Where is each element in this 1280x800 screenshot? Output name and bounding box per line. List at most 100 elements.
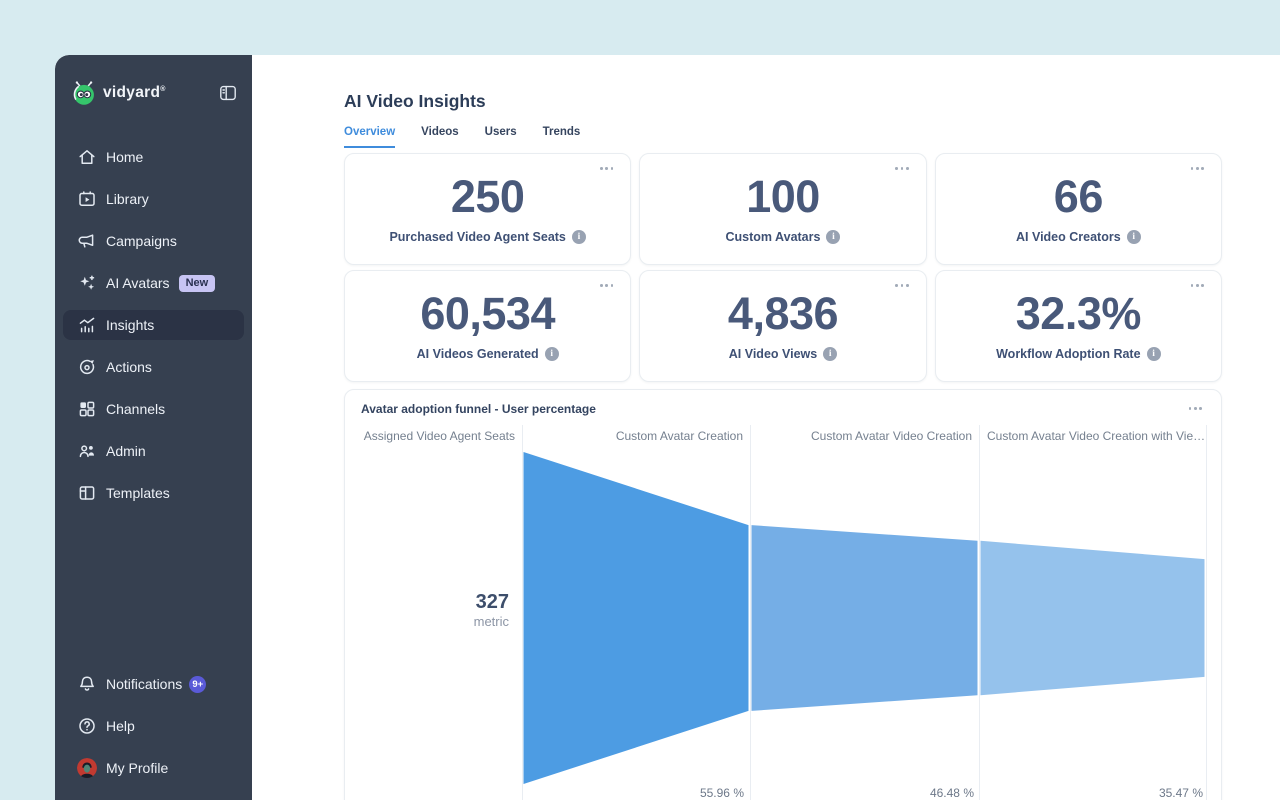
sidebar-item-actions[interactable]: Actions [63,352,244,382]
funnel-segment-2[interactable] [751,525,978,711]
info-icon[interactable]: i [823,347,838,361]
stat-value: 66 [1053,171,1104,222]
funnel-start-unit: metric [473,614,509,629]
sidebar-nav: Home Library Campaigns AI Avatars New [55,142,252,508]
vidyard-wordmark: vidyard® [103,84,166,101]
info-icon[interactable]: i [544,347,559,361]
tab-users[interactable]: Users [484,126,517,138]
funnel-start-metric: 327 metric [361,591,509,630]
info-icon[interactable]: i [571,230,586,244]
funnel-segment-1[interactable] [523,452,749,784]
bell-icon [77,674,97,694]
sidebar-item-label: Help [106,718,135,734]
library-icon [77,189,97,209]
stat-label: Custom Avatars [725,230,821,244]
sidebar-item-label: Channels [106,401,166,417]
stat-value: 250 [450,171,525,222]
channels-icon [77,399,97,419]
funnel-percent-label: 35.47 % [1158,786,1203,800]
sidebar-item-label: Insights [106,317,155,333]
sidebar-item-label: AI Avatars [106,275,170,291]
ai-avatars-icon [77,273,97,293]
collapse-sidebar-icon[interactable] [218,83,238,103]
sidebar-item-label: Home [106,149,144,165]
templates-icon [77,483,97,503]
sidebar-item-library[interactable]: Library [63,184,244,214]
column-divider [979,425,980,800]
funnel-stage-label: Custom Avatar Video Creation [811,429,972,443]
sidebar-header: vidyard® [55,78,252,108]
funnel-chart: Assigned Video Agent Seats Custom Avatar… [361,425,1207,800]
notification-count-badge: 9+ [189,675,207,693]
funnel-segment-3[interactable] [980,540,1205,696]
page-title: AI Video Insights [344,91,486,111]
stat-value: 4,836 [727,288,839,339]
sidebar-item-help[interactable]: Help [63,711,244,741]
sidebar: vidyard® Home Library [55,55,252,800]
vidyard-logo-icon [70,80,98,106]
funnel-stage-label: Custom Avatar Creation [615,429,743,443]
card-menu-icon[interactable] [1188,281,1207,290]
sidebar-item-home[interactable]: Home [63,142,244,172]
new-badge: New [178,274,216,292]
sidebar-item-campaigns[interactable]: Campaigns [63,226,244,256]
funnel-svg [523,452,1205,784]
sidebar-item-label: Campaigns [106,233,177,249]
stat-value: 100 [746,171,820,222]
column-divider [522,425,523,800]
stat-label: Workflow Adoption Rate [996,347,1141,361]
tab-trends[interactable]: Trends [542,126,581,138]
sidebar-item-channels[interactable]: Channels [63,394,244,424]
info-icon[interactable]: i [826,230,841,244]
home-icon [77,147,97,167]
stat-card-workflow-adoption: 32.3% Workflow Adoption Rate i [934,270,1222,382]
stat-label: AI Video Creators [1015,230,1121,244]
stat-card-ai-video-creators: 66 AI Video Creators i [934,153,1222,265]
sidebar-item-label: Templates [106,485,170,501]
stat-card-purchased-seats: 250 Purchased Video Agent Seats i [344,153,632,265]
funnel-start-value: 327 [475,591,509,613]
info-icon[interactable]: i [1146,347,1161,361]
funnel-chart-card: Avatar adoption funnel - User percentage… [344,389,1222,800]
sidebar-item-insights[interactable]: Insights [63,310,244,340]
card-menu-icon[interactable] [597,281,616,290]
column-divider [750,425,751,800]
stat-card-ai-video-views: 4,836 AI Video Views i [639,270,927,382]
profile-avatar [77,758,97,778]
funnel-chart-title: Avatar adoption funnel - User percentage [361,402,596,416]
insights-icon [77,315,97,335]
app-window: vidyard® Home Library [55,55,1280,800]
sidebar-footer: Notifications 9+ Help My Pr [55,669,252,800]
sidebar-item-label: Notifications [106,676,183,692]
card-menu-icon[interactable] [892,281,911,290]
stat-label: AI Videos Generated [416,347,539,361]
tab-videos[interactable]: Videos [421,126,459,138]
info-icon[interactable]: i [1126,230,1141,244]
stats-grid: 250 Purchased Video Agent Seats i 100 Cus… [344,153,1222,382]
sidebar-item-admin[interactable]: Admin [63,436,244,466]
card-menu-icon[interactable] [1188,164,1207,173]
sidebar-item-templates[interactable]: Templates [63,478,244,508]
sidebar-item-label: Library [106,191,149,207]
card-menu-icon[interactable] [1186,404,1205,413]
tab-bar: Overview Videos Users Trends [344,126,1222,148]
card-menu-icon[interactable] [597,164,616,173]
tab-overview[interactable]: Overview [344,126,396,148]
stat-card-custom-avatars: 100 Custom Avatars i [639,153,927,265]
campaigns-icon [77,231,97,251]
stat-label: AI Video Views [728,347,818,361]
stat-card-ai-videos-generated: 60,534 AI Videos Generated i [344,270,632,382]
sidebar-item-label: My Profile [106,760,169,776]
sidebar-item-ai-avatars[interactable]: AI Avatars New [63,268,244,298]
actions-icon [77,357,97,377]
sidebar-item-notifications[interactable]: Notifications 9+ [63,669,244,699]
funnel-stage-label: Assigned Video Agent Seats [363,429,515,443]
sidebar-item-label: Admin [106,443,146,459]
card-menu-icon[interactable] [892,164,911,173]
funnel-stage-label: Custom Avatar Video Creation with Vie… [987,429,1206,443]
stat-label: Purchased Video Agent Seats [389,230,566,244]
sidebar-item-my-profile[interactable]: My Profile [63,753,244,783]
stat-value: 60,534 [420,288,555,339]
funnel-percent-label: 55.96 % [699,786,744,800]
